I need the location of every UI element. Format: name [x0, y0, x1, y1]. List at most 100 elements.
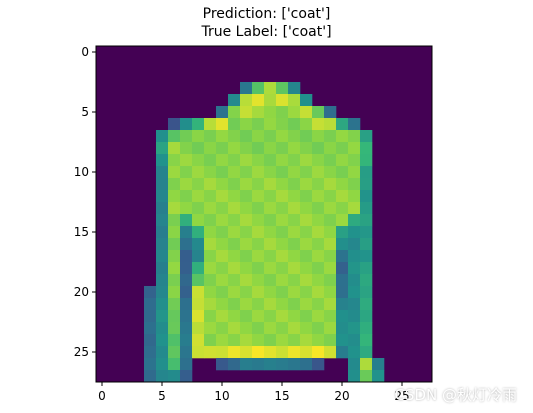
y-tick-label: 10 — [74, 165, 89, 179]
heatmap-cell — [288, 190, 301, 203]
heatmap-cell — [360, 298, 373, 311]
heatmap-cell — [168, 334, 181, 347]
heatmap-cell — [360, 154, 373, 167]
heatmap-cell — [360, 334, 373, 347]
heatmap-cell — [204, 310, 217, 323]
heatmap-cell — [240, 202, 253, 215]
heatmap-cell — [264, 106, 277, 119]
heatmap-cell — [144, 370, 157, 383]
heatmap-cell — [156, 166, 169, 179]
heatmap-cell — [228, 250, 241, 263]
heatmap-cell — [180, 130, 193, 143]
heatmap-cell — [288, 286, 301, 299]
heatmap-cell — [192, 298, 205, 311]
heatmap-cell — [168, 274, 181, 287]
heatmap-cell — [288, 238, 301, 251]
x-tick-label: 15 — [274, 389, 289, 403]
heatmap-cell — [216, 262, 229, 275]
heatmap-cell — [360, 346, 373, 359]
heatmap-cell — [180, 166, 193, 179]
heatmap-cell — [180, 238, 193, 251]
heatmap-cell — [312, 226, 325, 239]
heatmap-cell — [264, 226, 277, 239]
y-axis: 0 5 10 15 20 25 — [74, 45, 96, 359]
heatmap-cell — [324, 166, 337, 179]
heatmap-cell — [300, 346, 313, 359]
heatmap-cell — [264, 94, 277, 107]
heatmap-cell — [204, 250, 217, 263]
heatmap-cell — [264, 130, 277, 143]
heatmap-cell — [204, 166, 217, 179]
heatmap-cell — [276, 262, 289, 275]
heatmap-cell — [240, 322, 253, 335]
heatmap-cell — [300, 154, 313, 167]
chart-title-line-2: True Label: ['coat'] — [201, 24, 332, 40]
heatmap-cell — [228, 298, 241, 311]
heatmap-cell — [204, 214, 217, 227]
heatmap-cell — [180, 310, 193, 323]
heatmap-cell — [156, 130, 169, 143]
heatmap-cell — [228, 286, 241, 299]
heatmap-cell — [300, 214, 313, 227]
heatmap-cell — [168, 202, 181, 215]
heatmap-cell — [156, 274, 169, 287]
heatmap-cell — [192, 130, 205, 143]
heatmap-cell — [348, 154, 361, 167]
heatmap-cell — [300, 130, 313, 143]
heatmap-cell — [204, 142, 217, 155]
heatmap-cell — [228, 262, 241, 275]
heatmap-cell — [336, 274, 349, 287]
heatmap-cell — [288, 118, 301, 131]
heatmap-cell — [360, 262, 373, 275]
heatmap-cell — [168, 370, 181, 383]
heatmap-cell — [360, 214, 373, 227]
heatmap-cell — [156, 298, 169, 311]
heatmap-cell — [288, 178, 301, 191]
heatmap-cell — [324, 286, 337, 299]
axes-frame — [95, 45, 433, 383]
heatmap-cell — [180, 214, 193, 227]
heatmap-cell — [156, 214, 169, 227]
heatmap-cell — [204, 298, 217, 311]
heatmap-cell — [252, 346, 265, 359]
heatmap-cell — [240, 82, 253, 95]
heatmap-cell — [300, 106, 313, 119]
heatmap-cell — [348, 202, 361, 215]
heatmap-cell — [300, 310, 313, 323]
heatmap-cell — [216, 226, 229, 239]
heatmap-cell — [204, 154, 217, 167]
heatmap-cell — [336, 166, 349, 179]
heatmap-cell — [156, 322, 169, 335]
heatmap-cell — [180, 370, 193, 383]
heatmap-cell — [348, 274, 361, 287]
heatmap-cell — [180, 190, 193, 203]
heatmap-cell — [324, 238, 337, 251]
heatmap-cell — [216, 142, 229, 155]
heatmap-cell — [240, 310, 253, 323]
heatmap-cell — [336, 310, 349, 323]
heatmap-cell — [360, 178, 373, 191]
heatmap-cell — [228, 130, 241, 143]
heatmap-cell — [168, 178, 181, 191]
heatmap-cell — [156, 262, 169, 275]
heatmap-cell — [276, 250, 289, 263]
heatmap-cell — [336, 130, 349, 143]
heatmap-cell — [288, 142, 301, 155]
heatmap-cell — [300, 166, 313, 179]
heatmap-cell — [312, 214, 325, 227]
heatmap-cell — [204, 202, 217, 215]
heatmap-cell — [348, 346, 361, 359]
heatmap-cell — [276, 178, 289, 191]
heatmap-cell — [204, 178, 217, 191]
heatmap-cell — [168, 166, 181, 179]
heatmap-cell — [240, 334, 253, 347]
heatmap-cell — [324, 262, 337, 275]
heatmap-cell — [216, 154, 229, 167]
heatmap-cell — [276, 154, 289, 167]
heatmap-cell — [228, 346, 241, 359]
heatmap-cell — [192, 346, 205, 359]
heatmap-cell — [276, 166, 289, 179]
heatmap-cell — [264, 166, 277, 179]
heatmap-cell — [360, 286, 373, 299]
heatmap-cell — [324, 274, 337, 287]
